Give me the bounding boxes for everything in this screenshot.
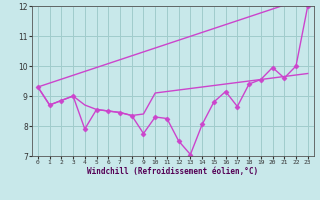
X-axis label: Windchill (Refroidissement éolien,°C): Windchill (Refroidissement éolien,°C) (87, 167, 258, 176)
